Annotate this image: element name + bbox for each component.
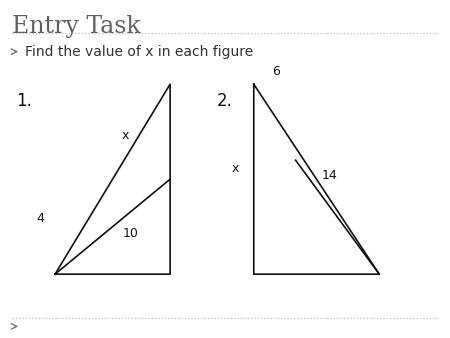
Text: 2.: 2. xyxy=(217,92,233,110)
Text: x: x xyxy=(122,128,129,142)
Text: Entry Task: Entry Task xyxy=(12,15,141,38)
Text: 1.: 1. xyxy=(16,92,32,110)
Text: x: x xyxy=(232,163,239,175)
Text: 6: 6 xyxy=(272,66,279,78)
Text: 14: 14 xyxy=(322,169,338,182)
Text: Find the value of x in each figure: Find the value of x in each figure xyxy=(25,45,253,58)
Text: 4: 4 xyxy=(36,212,45,225)
Text: 10: 10 xyxy=(123,227,139,240)
